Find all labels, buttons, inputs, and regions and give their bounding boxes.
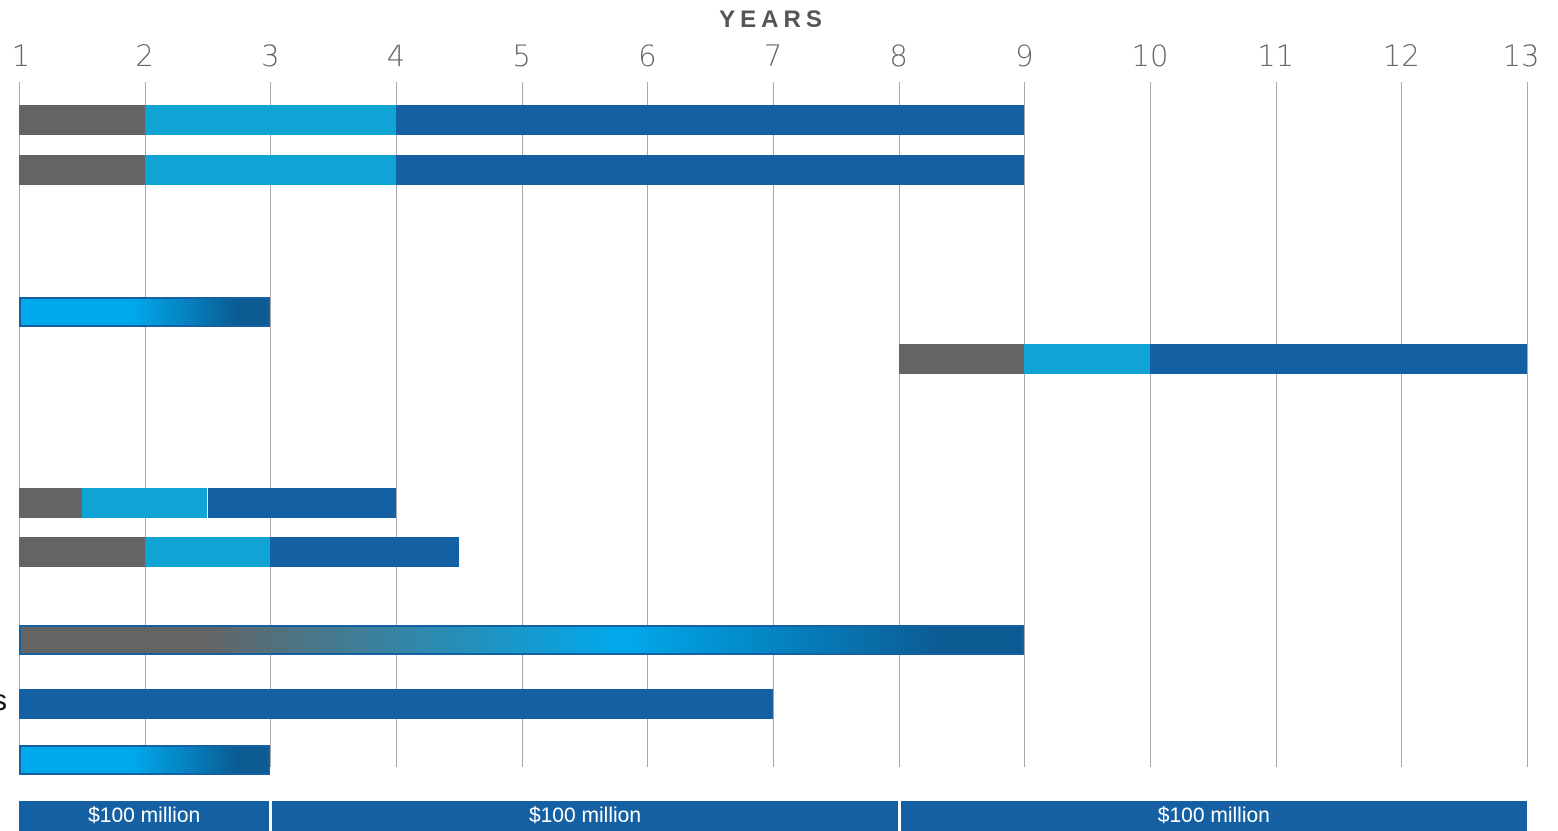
bar-segment xyxy=(19,537,145,567)
gridline xyxy=(773,82,774,767)
bar-segment xyxy=(19,155,145,185)
gridline xyxy=(1527,82,1528,767)
x-tick-label: 3 xyxy=(261,39,280,73)
bar-segment xyxy=(19,297,271,327)
x-tick-label: 13 xyxy=(1502,39,1540,73)
axis-title: YEARS xyxy=(719,6,827,33)
x-tick-label: 12 xyxy=(1382,39,1420,73)
gridline xyxy=(19,82,20,767)
funding-block: $100 million xyxy=(19,801,270,831)
funding-block: $100 million xyxy=(900,801,1527,831)
bar-segment xyxy=(207,488,396,518)
bar-segment xyxy=(270,537,459,567)
bar-segment xyxy=(81,488,208,518)
bar-segment xyxy=(396,155,1025,185)
funding-block: $100 million xyxy=(272,801,898,831)
bar-segment xyxy=(1024,344,1150,374)
gridline xyxy=(647,82,648,767)
gridline xyxy=(899,82,900,767)
gridline xyxy=(1401,82,1402,767)
x-tick-label: 11 xyxy=(1257,39,1295,73)
x-tick-label: 1 xyxy=(11,39,31,73)
bar-segment xyxy=(1150,344,1527,374)
x-tick-label: 2 xyxy=(135,39,154,73)
bar-segment xyxy=(144,105,396,135)
gridline xyxy=(1150,82,1151,767)
gridline xyxy=(1024,82,1025,767)
bar-segment xyxy=(19,689,773,719)
x-tick-label: 4 xyxy=(386,39,406,73)
gridline xyxy=(522,82,523,767)
bar-segment xyxy=(19,745,271,775)
bar-segment xyxy=(144,537,271,567)
x-tick-label: 5 xyxy=(512,39,531,73)
bar-segment xyxy=(898,344,1025,374)
x-tick-label: 9 xyxy=(1015,39,1034,73)
gridline xyxy=(396,82,397,767)
x-tick-label: 6 xyxy=(638,39,657,73)
bar-segment xyxy=(19,105,145,135)
gridline xyxy=(270,82,271,767)
x-tick-label: 7 xyxy=(763,39,783,73)
cropped-label-fragment: s xyxy=(0,684,7,718)
gridline xyxy=(1276,82,1277,767)
x-tick-label: 8 xyxy=(889,39,908,73)
x-tick-label: 10 xyxy=(1131,39,1169,73)
bar-segment xyxy=(19,488,82,518)
bar-segment xyxy=(144,155,396,185)
bar-segment xyxy=(396,105,1025,135)
bar-segment xyxy=(19,625,1025,655)
gridline xyxy=(145,82,146,767)
